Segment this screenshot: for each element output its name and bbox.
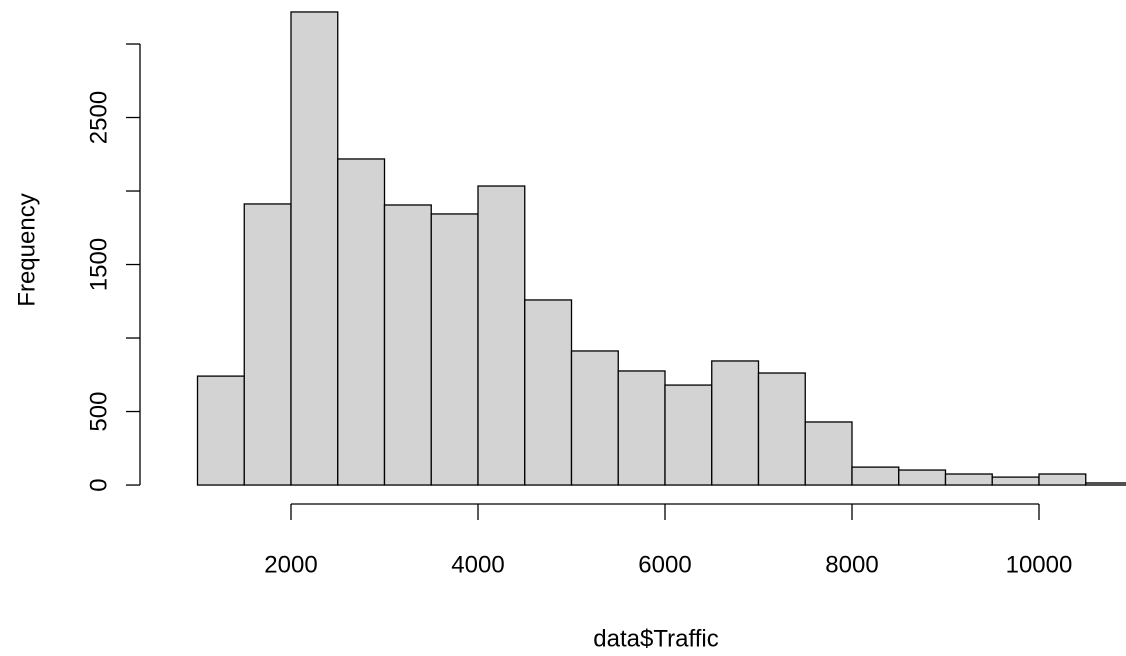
bar	[898, 469, 947, 486]
bar	[243, 203, 292, 486]
bar	[524, 299, 573, 486]
y-tick-label: 2500	[85, 91, 112, 144]
bar	[991, 476, 1040, 486]
bar	[664, 384, 713, 486]
bar	[757, 372, 806, 486]
y-tick-label: 1500	[85, 238, 112, 291]
x-tick-label: 8000	[825, 551, 878, 578]
bar	[430, 213, 479, 486]
bar	[290, 11, 339, 486]
bar	[1038, 473, 1087, 486]
x-axis-label: data$Traffic	[593, 625, 718, 652]
x-tick-label: 2000	[264, 551, 317, 578]
x-tick-label: 4000	[451, 551, 504, 578]
bar	[477, 185, 526, 486]
bar	[851, 466, 900, 486]
bar	[383, 204, 432, 486]
x-tick-label: 6000	[638, 551, 691, 578]
bar	[617, 370, 666, 486]
bar	[1085, 482, 1126, 486]
bar	[570, 350, 619, 486]
bar	[711, 360, 760, 486]
y-axis-label: Frequency	[13, 193, 40, 306]
y-tick-label: 0	[85, 478, 112, 491]
bar	[944, 473, 993, 486]
y-tick-label: 500	[85, 392, 112, 432]
bar	[196, 375, 245, 486]
bar	[337, 158, 386, 486]
x-tick-label: 10000	[1006, 551, 1073, 578]
bar	[804, 421, 853, 486]
